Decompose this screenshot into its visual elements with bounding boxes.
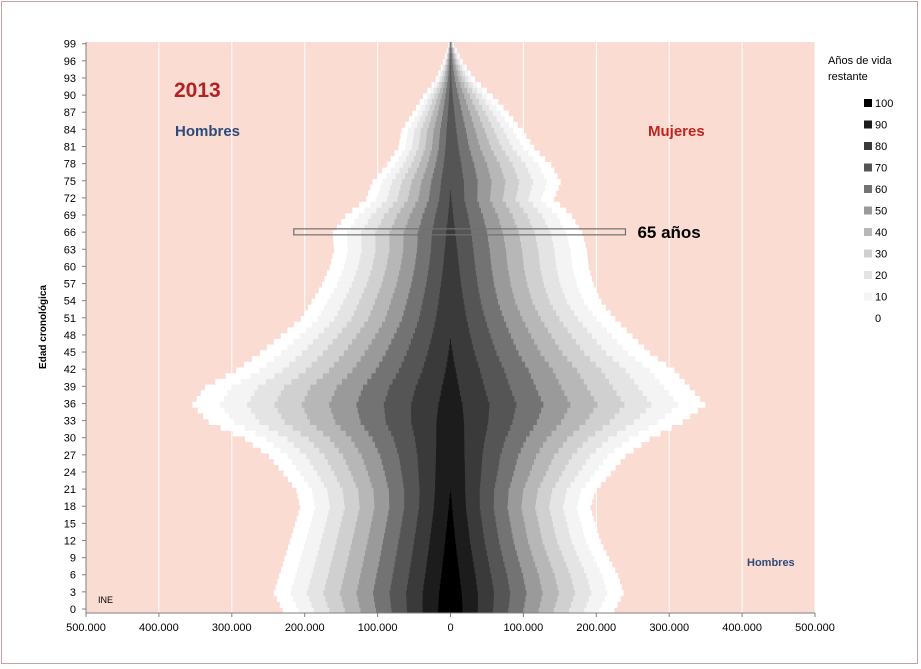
y-tick-label: 27	[64, 450, 76, 462]
x-tick-label: 400.000	[722, 622, 762, 634]
x-tick-label: 100.000	[358, 622, 398, 634]
x-tick-label: 500.000	[66, 622, 106, 634]
y-tick-label: 75	[64, 176, 76, 188]
y-tick-label: 30	[64, 433, 76, 445]
y-tick-label: 69	[64, 210, 76, 222]
legend-entry-label: 10	[875, 292, 887, 304]
legend-swatch	[864, 271, 872, 279]
x-tick-label: 400.000	[139, 622, 179, 634]
y-tick-label: 72	[64, 193, 76, 205]
y-tick-label: 42	[64, 364, 76, 376]
x-tick-label: 200.000	[576, 622, 616, 634]
y-tick-label: 48	[64, 330, 76, 342]
y-tick-label: 6	[70, 570, 76, 582]
y-axis-label: Edad cronológica	[38, 285, 49, 369]
y-tick-label: 3	[70, 587, 76, 599]
legend-entry-label: 60	[875, 184, 887, 196]
legend-swatch	[864, 99, 872, 107]
legend-entry-label: 70	[875, 163, 887, 175]
x-tick-label: 300.000	[212, 622, 252, 634]
band-100	[438, 487, 463, 614]
legend-swatch	[864, 142, 872, 150]
x-tick-label: 300.000	[649, 622, 689, 634]
legend-entry-label: 0	[875, 313, 881, 325]
legend-swatch	[864, 206, 872, 215]
y-tick-label: 99	[64, 39, 76, 51]
y-tick-label: 63	[64, 244, 76, 256]
y-tick-label: 0	[70, 604, 76, 616]
chart-title: 2013	[174, 79, 221, 102]
y-tick-label: 15	[64, 518, 76, 530]
y-tick-label: 54	[64, 296, 76, 308]
x-tick-label: 200.000	[285, 622, 325, 634]
y-tick-label: 18	[64, 501, 76, 513]
legend-swatch	[864, 163, 872, 172]
y-tick-label: 45	[64, 347, 76, 359]
source-label: INE	[98, 595, 113, 605]
y-tick-label: 60	[64, 261, 76, 273]
legend-entry-label: 100	[875, 98, 893, 110]
women-label: Mujeres	[648, 123, 705, 140]
y-tick-label: 33	[64, 416, 76, 428]
y-tick-label: 66	[64, 227, 76, 239]
y-tick-label: 93	[64, 73, 76, 85]
x-axis: 500.000 400.000 300.000 200.000 100.000 0 100.…	[66, 612, 835, 634]
plot-area	[85, 42, 816, 614]
y-tick-label: 36	[64, 398, 76, 410]
y-tick-label: 90	[64, 90, 76, 102]
age-65-bar	[293, 228, 627, 236]
x-tick-label: 500.000	[795, 622, 835, 634]
legend-swatch	[864, 120, 872, 129]
legend-swatch	[863, 313, 873, 323]
legend-swatch	[864, 228, 872, 236]
y-tick-label: 87	[64, 107, 76, 119]
y-tick-label: 9	[70, 553, 76, 565]
legend-title: Años de vida	[828, 55, 892, 67]
legend-title-line2: restante	[828, 71, 868, 83]
men-label: Hombres	[175, 123, 240, 140]
legend-entry-label: 20	[875, 270, 887, 282]
legend-entry-label: 40	[875, 227, 887, 239]
y-tick-label: 96	[64, 56, 76, 68]
legend-entry-label: 90	[875, 120, 887, 132]
x-tick-label: 0	[447, 622, 453, 634]
y-tick-label: 57	[64, 279, 76, 291]
y-tick-label: 21	[64, 484, 76, 496]
age-65-label: 65 años	[637, 223, 700, 242]
y-tick-label: 24	[64, 467, 76, 479]
age-65-marker: 65 años	[293, 223, 701, 242]
y-axis: 0369121518212427303336394245485154576063…	[64, 39, 87, 616]
legend-swatch	[864, 249, 872, 258]
legend-entry-label: 30	[875, 249, 887, 261]
band-90	[422, 338, 478, 614]
legend-swatch	[864, 185, 872, 193]
x-tick-label: 100.000	[504, 622, 544, 634]
y-tick-label: 39	[64, 381, 76, 393]
legend-swatch	[864, 292, 872, 301]
y-tick-label: 81	[64, 141, 76, 153]
y-tick-label: 78	[64, 159, 76, 171]
y-tick-label: 51	[64, 313, 76, 325]
y-tick-label: 12	[64, 535, 76, 547]
legend-entry-label: 80	[875, 141, 887, 153]
legend: Años de vidarestante10090807060504030201…	[828, 55, 893, 325]
legend-entry-label: 50	[875, 206, 887, 218]
bottom-note-label: Hombres	[747, 557, 795, 569]
y-tick-label: 84	[64, 124, 76, 136]
